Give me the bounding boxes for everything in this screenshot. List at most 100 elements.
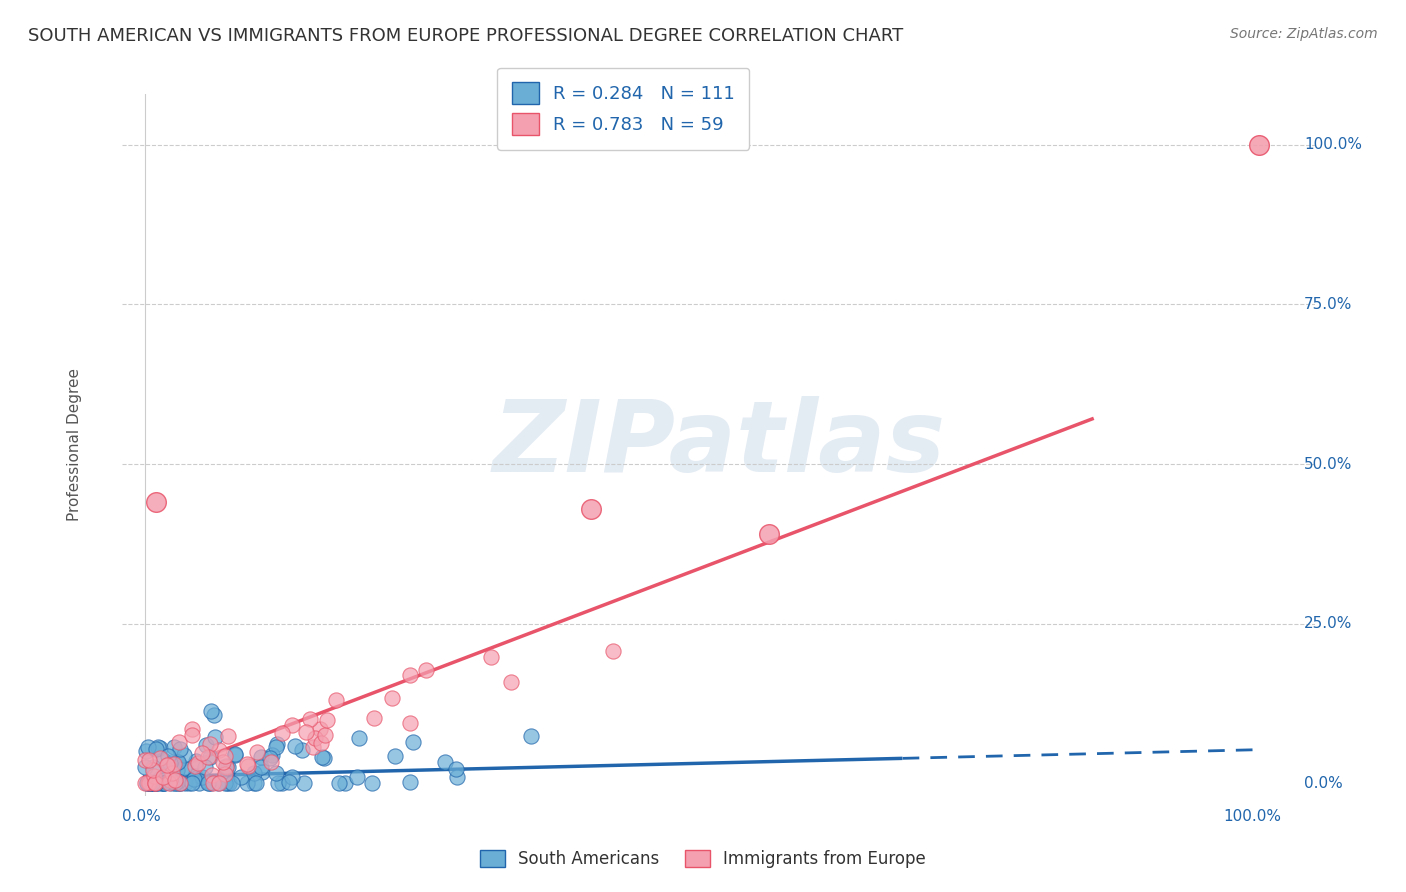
Point xyxy=(208,776,231,790)
Point xyxy=(181,728,204,742)
Text: Source: ZipAtlas.com: Source: ZipAtlas.com xyxy=(1230,27,1378,41)
Point xyxy=(259,751,281,765)
Point xyxy=(238,758,260,772)
Point xyxy=(146,776,169,790)
Point xyxy=(264,766,287,780)
Point xyxy=(402,735,425,749)
Point xyxy=(169,776,191,790)
Point xyxy=(398,775,420,789)
Point xyxy=(292,776,315,790)
Point xyxy=(295,724,318,739)
Point xyxy=(152,776,174,790)
Point xyxy=(160,766,183,780)
Point xyxy=(157,758,180,772)
Point xyxy=(138,776,160,790)
Point xyxy=(152,770,174,784)
Point xyxy=(218,776,240,790)
Point xyxy=(281,718,304,732)
Point xyxy=(136,740,159,755)
Point xyxy=(314,728,336,742)
Text: ZIPatlas: ZIPatlas xyxy=(492,396,945,493)
Point xyxy=(149,740,172,755)
Text: 0.0%: 0.0% xyxy=(1303,776,1343,790)
Point xyxy=(149,771,172,785)
Point xyxy=(150,776,173,790)
Point xyxy=(250,760,273,774)
Point xyxy=(224,748,246,763)
Point xyxy=(346,770,368,784)
Point xyxy=(166,755,188,769)
Point xyxy=(165,773,187,788)
Point xyxy=(152,776,174,790)
Point xyxy=(202,708,225,723)
Point xyxy=(347,731,370,746)
Point xyxy=(221,776,243,790)
Point xyxy=(215,776,238,790)
Point xyxy=(316,713,339,727)
Point xyxy=(141,776,163,790)
Point xyxy=(169,776,191,790)
Point xyxy=(143,776,166,790)
Point xyxy=(134,760,156,774)
Point xyxy=(381,690,404,705)
Point xyxy=(159,756,181,771)
Point xyxy=(200,776,222,790)
Point xyxy=(136,776,159,790)
Point xyxy=(245,776,267,790)
Point xyxy=(138,776,160,790)
Point xyxy=(190,770,212,784)
Point xyxy=(145,776,167,790)
Point xyxy=(398,716,420,731)
Point xyxy=(169,735,191,749)
Point xyxy=(325,693,347,707)
Point xyxy=(143,776,166,790)
Point xyxy=(187,776,209,790)
Point xyxy=(135,776,157,790)
Point xyxy=(190,746,212,760)
Point xyxy=(184,759,207,773)
Point xyxy=(160,776,183,790)
Text: 75.0%: 75.0% xyxy=(1303,297,1353,312)
Point xyxy=(167,776,190,790)
Point xyxy=(156,748,179,763)
Point xyxy=(173,747,195,762)
Point xyxy=(177,776,200,790)
Point xyxy=(309,736,332,750)
Point xyxy=(215,764,238,779)
Point xyxy=(267,776,290,790)
Point xyxy=(270,776,292,790)
Point xyxy=(173,761,195,775)
Point xyxy=(304,731,326,745)
Point xyxy=(183,772,205,786)
Point xyxy=(1249,137,1271,152)
Point xyxy=(217,729,239,743)
Point xyxy=(260,755,283,769)
Point xyxy=(165,776,187,790)
Point xyxy=(499,675,522,690)
Text: Professional Degree: Professional Degree xyxy=(67,368,82,522)
Point xyxy=(243,765,266,780)
Point xyxy=(198,776,221,790)
Point xyxy=(250,749,273,764)
Point xyxy=(186,754,208,768)
Point xyxy=(207,776,229,790)
Point xyxy=(231,770,253,784)
Point xyxy=(479,650,502,665)
Point xyxy=(156,758,179,772)
Point xyxy=(200,704,222,718)
Text: SOUTH AMERICAN VS IMMIGRANTS FROM EUROPE PROFESSIONAL DEGREE CORRELATION CHART: SOUTH AMERICAN VS IMMIGRANTS FROM EUROPE… xyxy=(28,27,904,45)
Point xyxy=(187,756,209,771)
Text: 50.0%: 50.0% xyxy=(1303,457,1353,472)
Point xyxy=(159,773,181,788)
Point xyxy=(139,776,162,790)
Point xyxy=(134,753,156,767)
Point xyxy=(143,769,166,783)
Point xyxy=(363,711,385,725)
Point xyxy=(204,730,226,744)
Point xyxy=(142,776,165,790)
Point xyxy=(212,755,235,769)
Point xyxy=(155,766,177,780)
Point xyxy=(299,712,322,726)
Point xyxy=(302,739,325,754)
Point xyxy=(139,776,162,790)
